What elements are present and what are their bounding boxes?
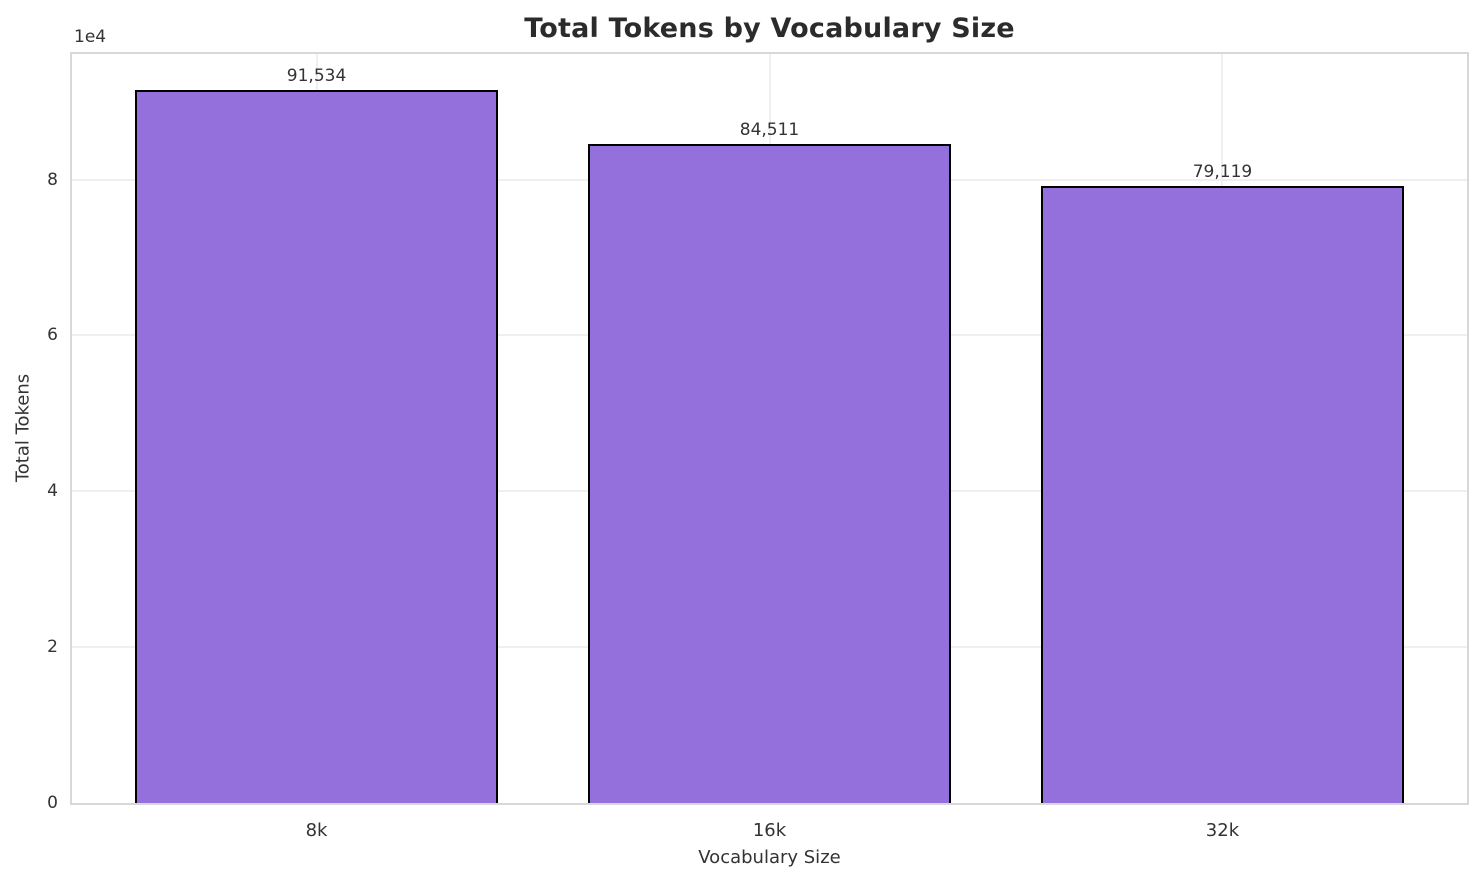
bar-32k [1041,186,1404,803]
bar-8k [135,89,498,803]
y-axis-label: Total Tokens [12,373,34,483]
bar-value-label: 91,534 [286,65,347,86]
y-tick-label: 8 [47,169,58,190]
x-axis-label: Vocabulary Size [698,847,841,868]
y-tick-label: 4 [47,481,58,502]
x-tick-label: 16k [752,820,787,841]
x-tick-label: 8k [305,820,328,841]
x-tick-label: 32k [1205,820,1240,841]
y-tick-label: 6 [47,325,58,346]
bar-value-label: 79,119 [1192,162,1253,183]
plot-area: 91,534 84,511 79,119 [70,52,1469,805]
y-tick-label: 2 [47,637,58,658]
y-axis-offset-label: 1e4 [74,27,107,47]
bar-16k [588,144,951,803]
bar-value-label: 84,511 [739,120,800,141]
y-tick-label: 0 [47,793,58,813]
chart-title: Total Tokens by Vocabulary Size [524,13,1015,44]
